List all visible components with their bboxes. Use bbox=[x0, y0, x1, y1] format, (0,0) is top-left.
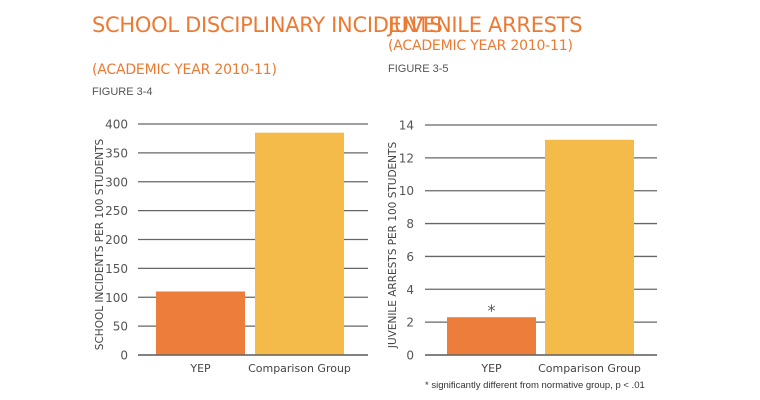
y-tick-label: 4 bbox=[406, 283, 414, 297]
chart2-subtitle: (ACADEMIC YEAR 2010-11) bbox=[388, 38, 573, 54]
y-tick-label: 0 bbox=[120, 349, 128, 363]
chart2-footnote: * significantly different from normative… bbox=[425, 380, 645, 391]
y-tick-label: 200 bbox=[105, 233, 128, 247]
y-tick-label: 12 bbox=[399, 151, 414, 165]
x-tick-label: YEP bbox=[480, 362, 502, 375]
chart1-subtitle: (ACADEMIC YEAR 2010-11) bbox=[92, 62, 277, 78]
x-tick-label: YEP bbox=[189, 362, 211, 375]
y-tick-label: 300 bbox=[105, 175, 128, 189]
bar-comparison-group bbox=[545, 139, 634, 355]
y-tick-label: 250 bbox=[105, 204, 128, 218]
bar-comparison-group bbox=[255, 132, 344, 355]
y-tick-label: 100 bbox=[105, 291, 128, 305]
y-tick-label: 150 bbox=[105, 262, 128, 276]
chart2-title: JUVENILE ARRESTS bbox=[388, 13, 583, 37]
x-tick-label: Comparison Group bbox=[538, 362, 641, 375]
y-tick-label: 2 bbox=[406, 316, 414, 330]
bar-yep bbox=[447, 317, 536, 355]
y-tick-label: 350 bbox=[105, 146, 128, 160]
y-tick-label: 6 bbox=[406, 250, 414, 264]
y-axis-label: JUVENILE ARRESTS PER 100 STUDENTS bbox=[387, 142, 399, 350]
chart1-figure-label: FIGURE 3-4 bbox=[92, 86, 153, 98]
chart2-figure-label: FIGURE 3-5 bbox=[388, 63, 449, 75]
bar-yep bbox=[156, 291, 245, 355]
chart1-title: SCHOOL DISCIPLINARY INCIDENTS bbox=[92, 13, 443, 37]
y-tick-label: 14 bbox=[399, 119, 414, 133]
y-tick-label: 8 bbox=[406, 217, 414, 231]
y-tick-label: 0 bbox=[406, 349, 414, 363]
y-tick-label: 10 bbox=[399, 184, 414, 198]
y-tick-label: 400 bbox=[105, 118, 128, 132]
y-tick-label: 50 bbox=[113, 320, 128, 334]
x-tick-label: Comparison Group bbox=[248, 362, 351, 375]
y-axis-label: SCHOOL INCIDENTS PER 100 STUDENTS bbox=[94, 138, 106, 350]
significance-marker: * bbox=[488, 301, 496, 320]
